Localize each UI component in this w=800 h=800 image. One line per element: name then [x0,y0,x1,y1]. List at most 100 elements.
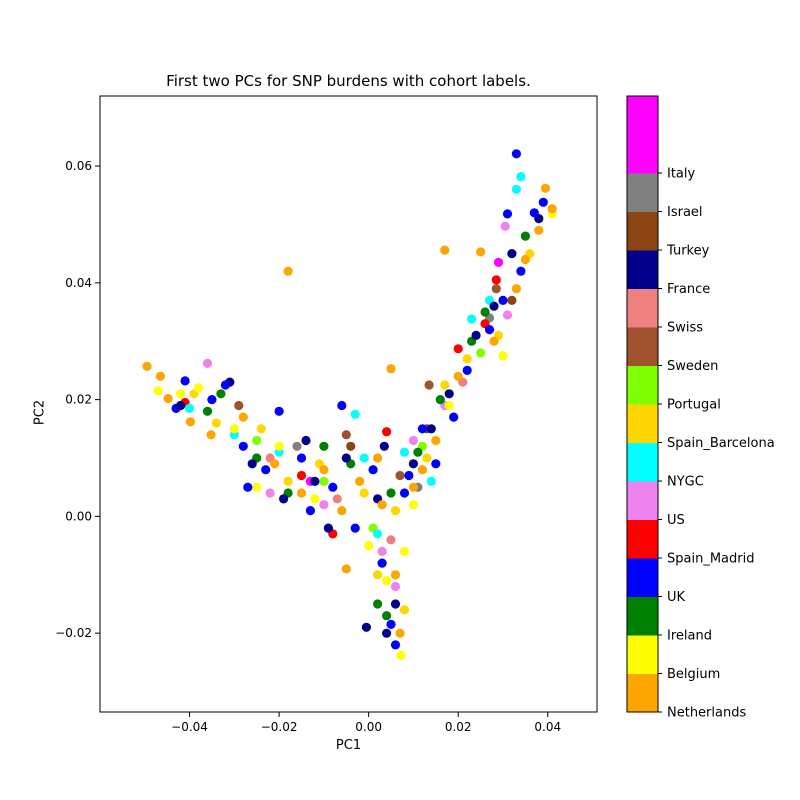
point-spain-madrid-5 [491,275,501,285]
colorbar-segment [627,481,658,520]
point-spain-barcelona-3 [283,476,293,486]
point-uk-23 [502,209,513,219]
point-spain-barcelona-13 [399,605,410,615]
point-uk-9 [328,482,338,492]
point-spain-madrid-1 [296,470,307,481]
point-sweden-3 [424,380,434,390]
point-us-0 [202,358,213,368]
colorbar-label-swiss: Swiss [667,321,703,336]
point-france-15 [489,301,499,311]
point-spain-barcelona-7 [390,506,401,516]
point-us-8 [408,435,418,446]
point-ireland-0 [202,406,213,416]
colorbar-label-israel: Israel [667,205,703,220]
colorbar-segment [627,134,658,174]
point-uk-28 [243,482,253,492]
point-netherlands-29 [377,500,387,510]
point-netherlands-21 [489,336,499,346]
colorbar-segment [627,673,658,713]
point-spain-madrid-4 [453,344,463,354]
point-belgium-4 [252,482,262,492]
y-tick-label: 0.04 [65,276,92,290]
point-belgium-12 [498,351,508,361]
point-turkey-0 [346,441,356,451]
point-uk-18 [431,459,441,469]
point-uk-13 [377,558,387,568]
x-axis: −0.04 −0.02 0.00 0.02 0.04 [171,712,561,734]
point-netherlands-12 [386,364,396,374]
point-ireland-13 [382,611,392,621]
x-tick-label: 0.04 [534,720,561,734]
colorbar-label-spain-barcelona: Spain_Barcelona [667,436,775,451]
point-uk-11 [350,523,360,533]
colorbar-label-italy: Italy [667,167,696,182]
point-france-18 [379,441,389,451]
point-nygc-4 [359,453,369,463]
point-belgium-8 [382,576,392,586]
x-axis-label: PC1 [335,738,362,753]
point-netherlands-25 [540,183,551,193]
colorbar: Netherlands Belgium Ireland UK Spain_Madrid U… [626,95,775,721]
colorbar-segment [627,635,658,674]
chart-title: First two PCs for SNP burdens with cohor… [166,72,531,90]
point-spain-barcelona-5 [359,488,369,498]
point-nygc-5 [373,529,383,539]
point-netherlands-8 [296,488,307,498]
plot-frame [99,95,598,713]
point-sweden-4 [491,284,501,294]
point-netherlands-17 [431,435,441,446]
point-france-4 [301,435,311,446]
point-netherlands-5 [238,412,248,422]
colorbar-label-nygc: NYGC [667,475,704,490]
colorbar-label-belgium: Belgium [667,667,720,682]
point-france-2 [247,459,257,469]
point-nygc-0 [184,403,195,413]
point-france-6 [341,453,351,463]
point-spain-barcelona-10 [462,354,472,364]
point-nygc-10 [516,172,526,182]
y-tick-label: 0.06 [65,159,92,173]
point-uk-15 [390,640,401,650]
colorbar-segment [627,96,658,135]
point-spain-madrid-3 [382,427,392,437]
point-portugal-1 [319,476,329,486]
point-nygc-3 [350,409,360,419]
point-uk-4 [238,441,248,451]
colorbar-segment [627,519,658,559]
point-belgium-1 [176,389,186,399]
point-netherlands-24 [534,225,544,235]
point-us-7 [500,221,510,231]
point-israel-0 [292,441,302,451]
point-netherlands-14 [390,570,401,580]
point-turkey-2 [507,295,517,305]
point-netherlands-6 [283,266,293,276]
point-netherlands-27 [417,465,427,475]
point-us-4 [390,581,401,592]
point-ireland-9 [435,395,445,405]
point-sweden-0 [234,400,244,411]
point-france-14 [471,330,481,340]
point-us-1 [265,488,275,498]
point-us-3 [377,546,387,557]
point-netherlands-20 [476,247,486,257]
point-netherlands-19 [453,371,463,381]
point-spain-barcelona-9 [440,380,450,390]
point-france-5 [323,523,333,533]
point-netherlands-1 [155,371,165,381]
point-ireland-6 [373,599,383,609]
y-tick-label: 0.02 [65,393,92,407]
colorbar-segment [627,596,658,636]
point-uk-12 [368,465,378,475]
point-belgium-7 [364,541,374,551]
points-layer [142,149,557,661]
point-italy-1 [493,257,504,267]
point-netherlands-15 [395,628,405,638]
point-belgium-14 [399,546,410,557]
point-ireland-7 [386,488,396,498]
point-uk-21 [484,325,495,335]
point-belgium-9 [396,650,406,661]
point-nygc-7 [467,314,477,324]
point-belgium-2 [193,383,204,393]
point-ireland-11 [480,307,490,317]
point-uk-20 [462,365,472,375]
